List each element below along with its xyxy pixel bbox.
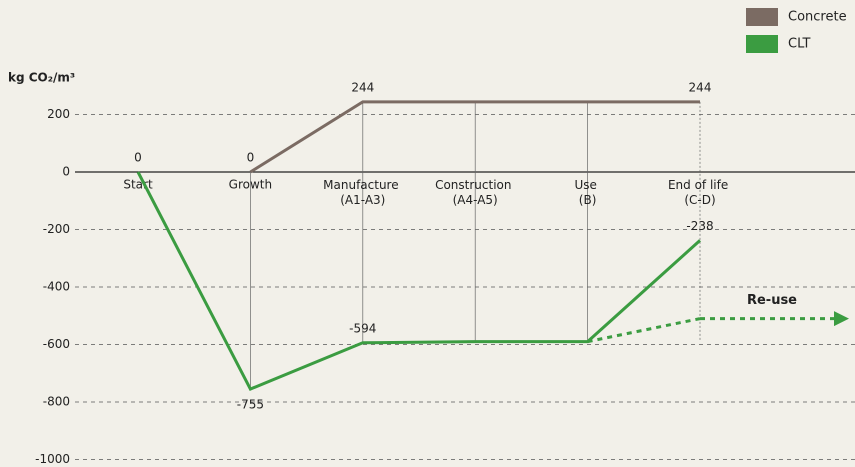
data-label: -594: [349, 321, 376, 335]
y-tick-label: 200: [47, 107, 70, 121]
y-tick-label: -800: [43, 395, 70, 409]
legend-label: CLT: [788, 37, 811, 52]
x-tick-label: Use (B): [574, 178, 600, 207]
data-label: 0: [134, 151, 142, 165]
data-label: 244: [689, 80, 712, 94]
x-tick-label-line: (C-D): [684, 193, 715, 207]
reuse-line: [587, 317, 701, 344]
reuse-label: Re-use: [747, 293, 797, 308]
x-tick-label-line: Manufacture: [323, 178, 402, 192]
x-tick-label-line: (A1-A3): [340, 193, 385, 207]
x-tick-label-line: End of life: [668, 178, 732, 192]
x-tick-label: Manufacture (A1-A3): [323, 178, 402, 207]
data-label: -755: [237, 398, 264, 412]
y-tick-label: -1000: [35, 452, 70, 466]
data-label: 0: [247, 151, 255, 165]
x-tick-label-line: (A4-A5): [453, 193, 498, 207]
y-axis-label: kg CO₂/m³: [8, 71, 75, 85]
y-tick-label: 0: [62, 165, 70, 179]
legend-swatch: [746, 8, 778, 26]
x-tick-label: Construction (A4-A5): [435, 178, 515, 207]
series-line: [249, 100, 700, 174]
y-tick-label: -400: [43, 280, 70, 294]
x-tick-label-line: Construction: [435, 178, 515, 192]
legend-label: Concrete: [788, 10, 847, 25]
x-tick-label-line: (B): [579, 193, 597, 207]
legend-swatch: [746, 35, 778, 53]
x-tick-label-line: Use: [574, 178, 600, 192]
x-tick-label: Growth: [229, 178, 272, 192]
data-label: -238: [686, 219, 713, 233]
y-tick-label: -600: [43, 337, 70, 351]
y-tick-label: -200: [43, 222, 70, 236]
data-label: 244: [351, 80, 374, 94]
series-line: [136, 171, 702, 391]
x-tick-label: End of life (C-D): [668, 178, 732, 207]
